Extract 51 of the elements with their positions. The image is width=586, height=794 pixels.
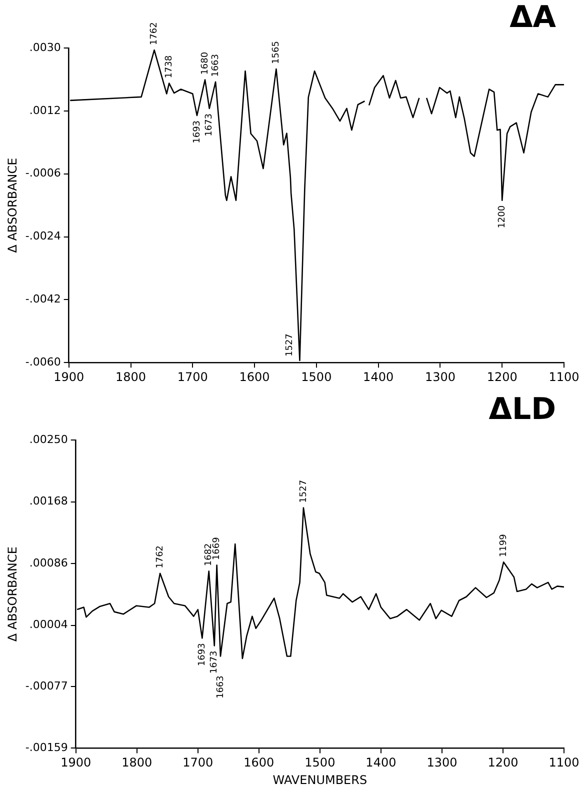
annotation: 1673 xyxy=(210,650,220,674)
annotation: 1199 xyxy=(498,534,509,558)
annotation: 1738 xyxy=(164,55,174,78)
x-tick-label: 1600 xyxy=(244,756,274,770)
x-tick-label: 1700 xyxy=(182,756,214,770)
y-tick-label: .0030 xyxy=(29,40,61,54)
x-tick-label: 1200 xyxy=(488,756,518,770)
annotation: 1527 xyxy=(298,480,309,503)
y-tick-label: .00168 xyxy=(29,494,68,508)
annotation: 1680 xyxy=(200,52,210,75)
annotation: 1762 xyxy=(155,545,166,568)
y-tick-label: -.0024 xyxy=(25,230,61,243)
x-tick-label: 1900 xyxy=(60,756,92,770)
annotation: 1693 xyxy=(192,120,202,144)
annotation: 1663 xyxy=(210,54,221,77)
x-tick-label: 1900 xyxy=(54,370,84,384)
y-tick-label: -.00077 xyxy=(25,679,68,692)
y-axis-title: Δ ABSORBANCE xyxy=(5,546,20,642)
y-tick-label: -.0060 xyxy=(25,355,61,368)
x-tick-label: 1600 xyxy=(239,370,270,384)
annotation: 1673 xyxy=(204,113,215,136)
annotation: 1762 xyxy=(150,22,160,46)
x-tick-label: 1300 xyxy=(426,756,458,770)
annotation: 1669 xyxy=(212,536,222,560)
x-tick-label: 1800 xyxy=(122,756,152,770)
annotation: 1663 xyxy=(216,676,226,699)
x-tick-label: 1400 xyxy=(363,370,394,384)
y-tick-label: -.0042 xyxy=(25,292,61,306)
annotation: 1200 xyxy=(497,205,508,228)
x-axis-title: WAVENUMBERS xyxy=(272,772,368,787)
x-tick-label: 1300 xyxy=(424,370,456,384)
x-tick-label: 1700 xyxy=(177,370,208,384)
y-tick-label: .0012 xyxy=(29,104,61,117)
chart-title: ΔLD xyxy=(488,392,556,427)
x-tick-label: 1400 xyxy=(366,756,396,770)
x-tick-label: 1500 xyxy=(301,370,332,384)
y-tick-label: .00250 xyxy=(29,432,68,446)
x-tick-label: 1100 xyxy=(548,756,580,770)
annotation: 1565 xyxy=(272,41,282,64)
chart-title: ΔA xyxy=(510,0,557,35)
annotation: 1693 xyxy=(198,643,208,666)
y-axis-title: Δ ABSORBANCE xyxy=(5,158,20,253)
x-tick-label: 1200 xyxy=(486,370,518,384)
x-tick-label: 1800 xyxy=(115,370,146,384)
y-tick-label: -.00159 xyxy=(25,741,68,754)
x-tick-label: 1500 xyxy=(304,756,336,770)
y-tick-label: .00086 xyxy=(29,556,68,570)
x-tick-label: 1100 xyxy=(548,370,580,384)
y-tick-label: .00004 xyxy=(29,618,68,632)
annotation: 1527 xyxy=(285,334,296,357)
y-tick-label: -.0006 xyxy=(25,166,61,180)
